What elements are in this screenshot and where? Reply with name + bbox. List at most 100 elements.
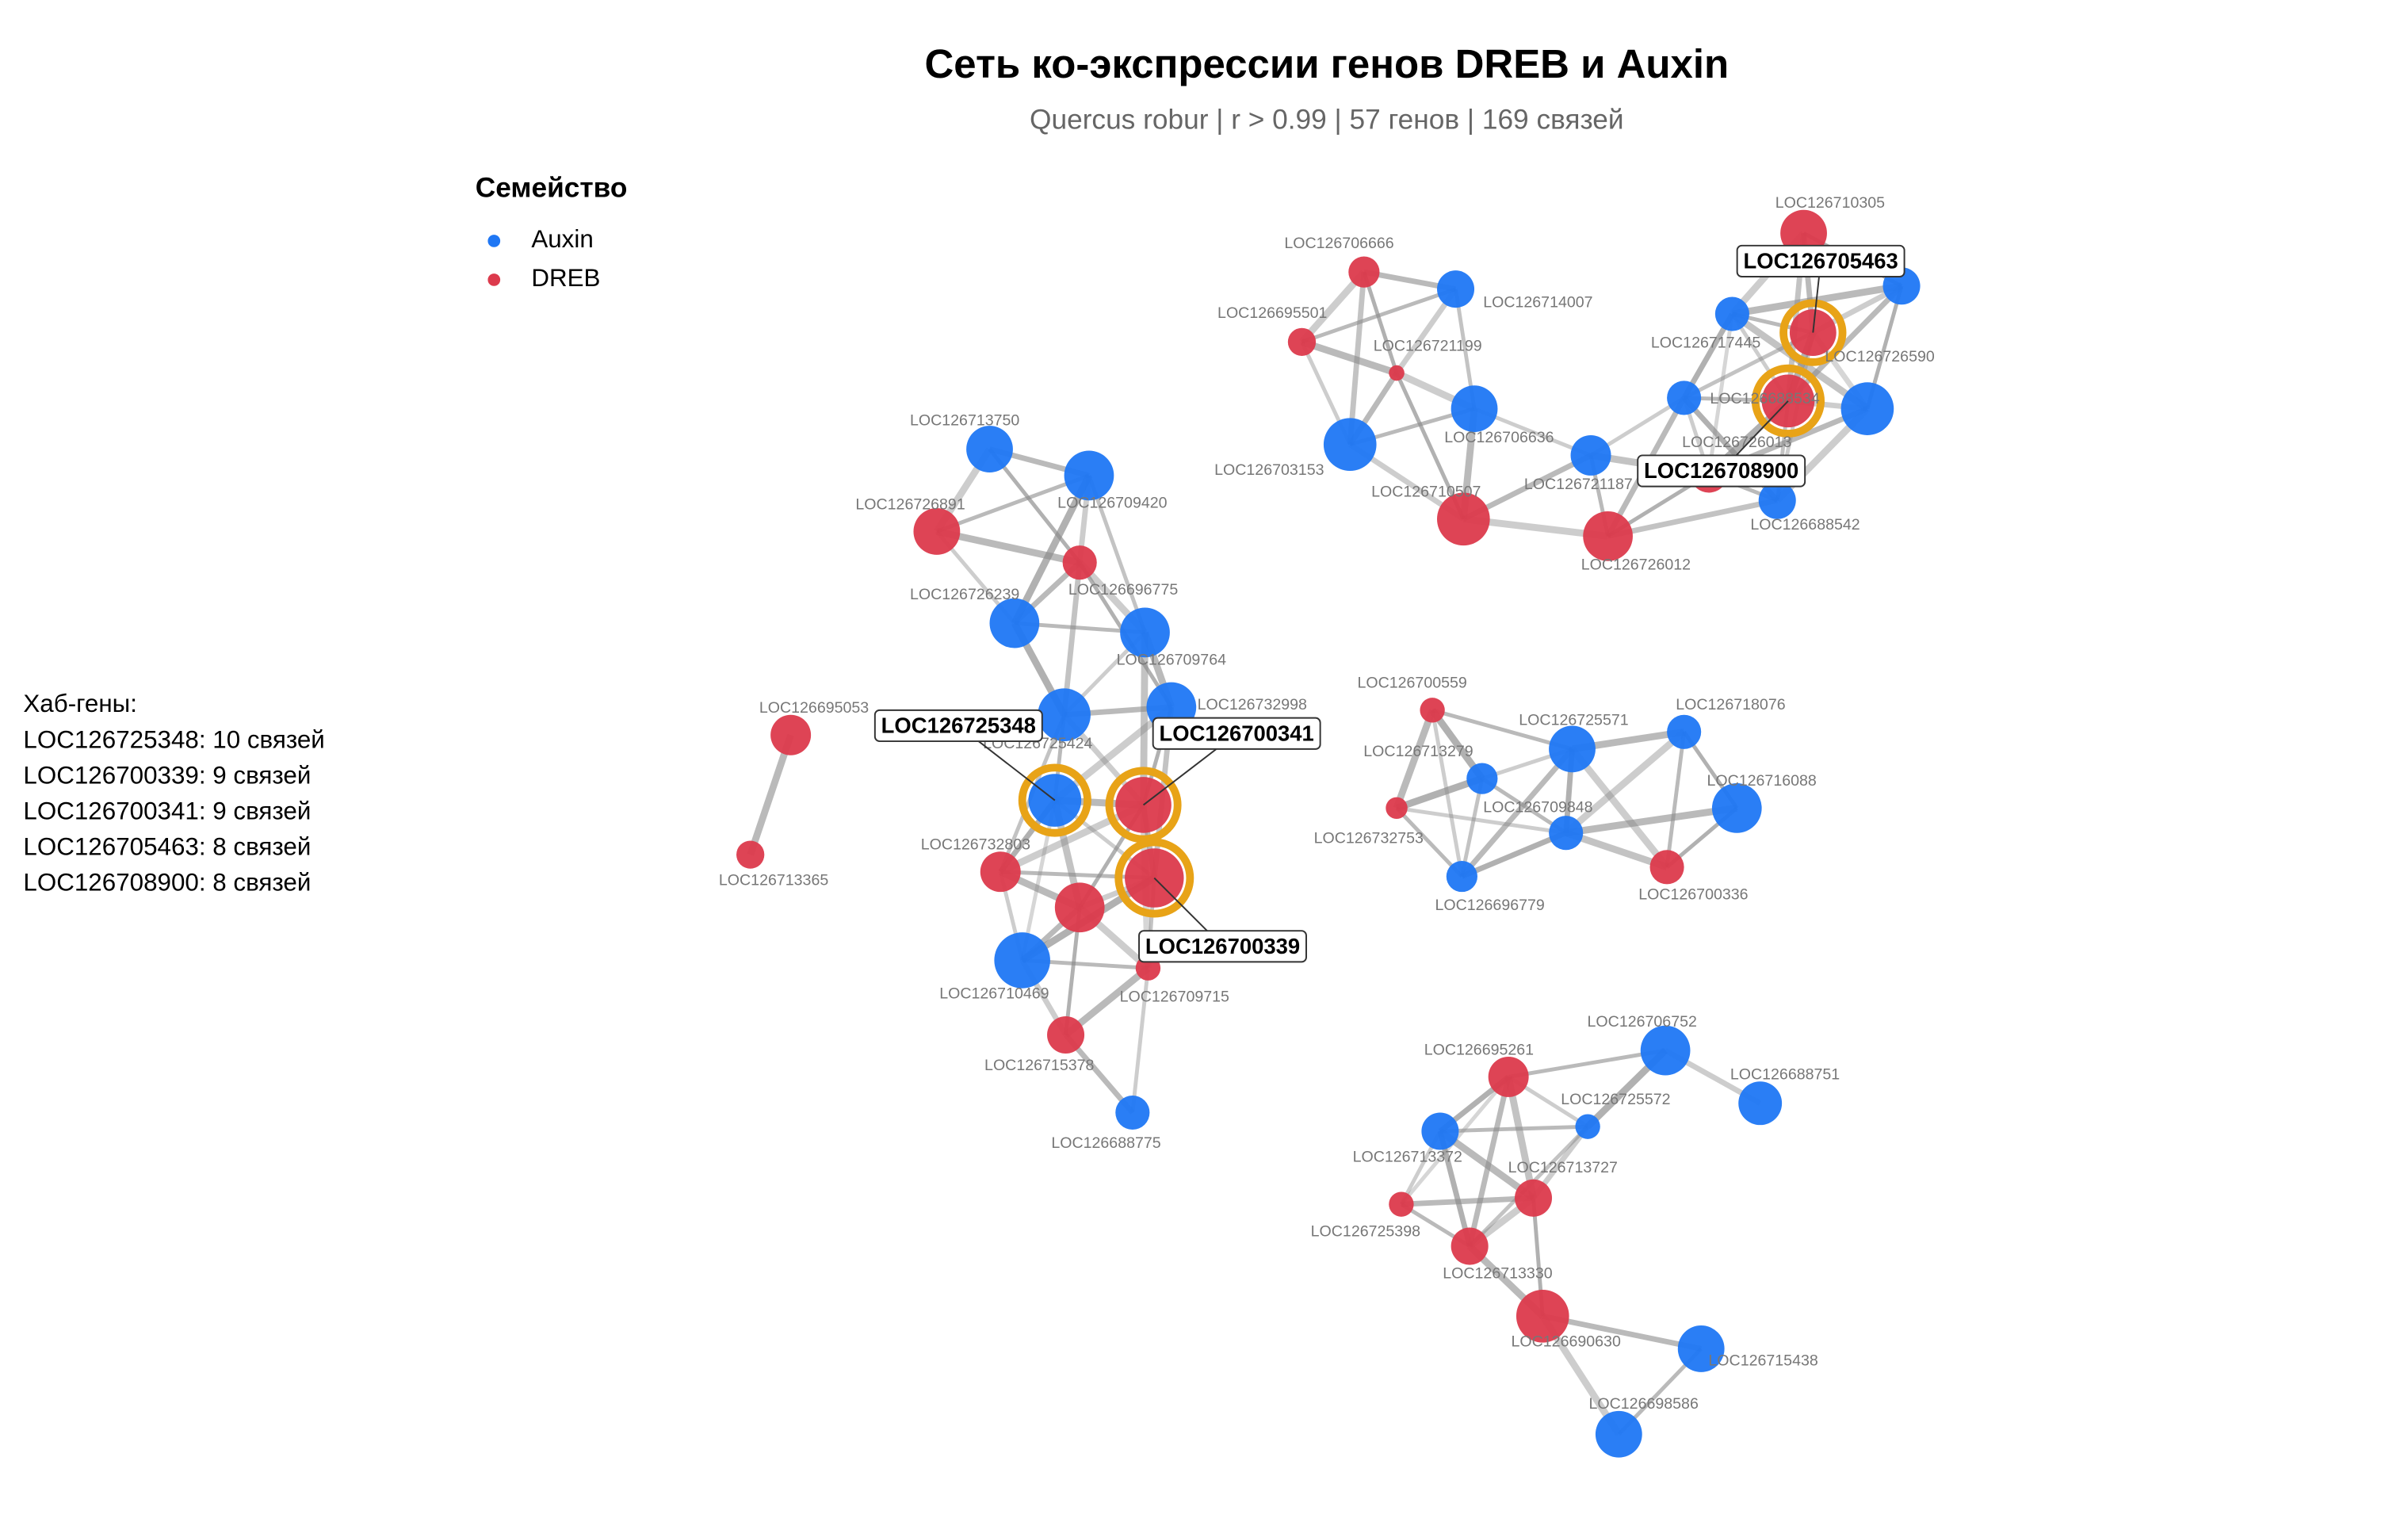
node-label: LOC126688751 [1730, 1066, 1840, 1084]
node-label: LOC126721199 [1374, 337, 1482, 354]
hub-ring [1751, 364, 1825, 438]
node-label: LOC126698586 [1588, 1395, 1698, 1413]
node-label: LOC126706752 [1588, 1013, 1697, 1031]
legend-label: Auxin [531, 225, 593, 253]
edge [1607, 497, 1778, 539]
hubs-title: Хаб-гены: [23, 690, 137, 717]
edge [1011, 473, 1092, 625]
node [1389, 1191, 1414, 1217]
hub-ring [1018, 763, 1091, 837]
node-label: LOC126713750 [910, 411, 1019, 429]
node-label: LOC126706636 [1444, 429, 1554, 446]
node [1348, 256, 1380, 288]
node [1287, 327, 1317, 356]
edge [1665, 731, 1687, 868]
node [1649, 850, 1684, 885]
node [1488, 1056, 1529, 1097]
hub-item: LOC126725348: 10 связей [23, 725, 324, 753]
edge [1439, 1124, 1588, 1134]
node-label: LOC126688775 [1051, 1134, 1160, 1152]
edge [747, 733, 794, 856]
node [1595, 1410, 1642, 1458]
node-label: LOC126713365 [719, 872, 828, 889]
node-label: LOC126732998 [1198, 696, 1307, 713]
edge [935, 528, 1081, 566]
node [770, 714, 812, 755]
edge [1707, 313, 1734, 475]
node [1047, 1015, 1085, 1054]
edge [1301, 287, 1457, 344]
node [966, 426, 1013, 472]
title: Сеть ко-экспрессии генов DREB и Auxin [925, 41, 1730, 86]
node-label: LOC126713330 [1443, 1265, 1552, 1283]
edge [1459, 778, 1485, 878]
node-label: LOC126713727 [1508, 1159, 1618, 1176]
node-label: LOC126726891 [855, 495, 965, 513]
edge [1394, 372, 1466, 520]
edge [1504, 1076, 1537, 1199]
hub-ring [1114, 838, 1194, 918]
hub-item: LOC126700339: 9 связей [23, 761, 311, 789]
hub-label: LOC126705463 [1743, 249, 1898, 273]
hub-label-box [873, 709, 1043, 743]
node [1446, 860, 1477, 893]
node-label: LOC126732803 [921, 836, 1030, 854]
node-label: LOC126726013 [1682, 434, 1791, 451]
node [1323, 418, 1377, 472]
node-label: LOC126725572 [1561, 1091, 1670, 1108]
node-label: LOC126688542 [1750, 516, 1860, 534]
node-label: LOC126725398 [1311, 1223, 1420, 1241]
node [1437, 270, 1475, 308]
edge [988, 448, 1082, 564]
node-label: LOC126721187 [1524, 476, 1633, 493]
node [1421, 1112, 1459, 1150]
node-label: LOC126718076 [1676, 696, 1785, 713]
hub-item: LOC126700341: 9 связей [23, 797, 311, 825]
subtitle: Quercus robur | r > 0.99 | 57 генов | 16… [1030, 104, 1624, 135]
hub-label: LOC126708900 [1644, 458, 1798, 483]
node [1028, 774, 1082, 827]
node [1389, 365, 1405, 381]
node-label: LOC126725571 [1519, 712, 1628, 729]
hub-ring [1779, 299, 1847, 366]
node [1549, 725, 1596, 773]
node [1549, 816, 1584, 851]
node [1570, 434, 1611, 476]
hub-label: LOC126700341 [1160, 721, 1314, 745]
node-label: LOC126710507 [1371, 484, 1481, 501]
node [1062, 545, 1097, 580]
node-label: LOC126709715 [1120, 989, 1229, 1006]
node-label: LOC126710469 [939, 985, 1049, 1003]
node-label: LOC126715438 [1708, 1352, 1817, 1369]
node [1640, 1025, 1691, 1076]
node [736, 840, 765, 869]
node-label: LOC126700559 [1357, 675, 1466, 692]
edge [1563, 729, 1687, 836]
nodes: LOC126706666LOC126714007LOC126695501LOC1… [719, 194, 1935, 1458]
hub-label-box [1736, 244, 1905, 277]
node-label: LOC126716088 [1707, 772, 1816, 790]
edge [1393, 709, 1436, 809]
node [1840, 382, 1894, 435]
node-label: LOC126703153 [1214, 461, 1324, 479]
node-label: LOC126713279 [1363, 743, 1473, 760]
edge [936, 473, 1090, 534]
edge [1565, 804, 1737, 837]
node-label: LOC126696775 [1068, 581, 1178, 599]
hub-ring [1105, 767, 1182, 843]
legend-swatch [487, 273, 501, 286]
node-label: LOC126700336 [1638, 885, 1748, 903]
node-label: LOC126713372 [1353, 1149, 1462, 1166]
edge [1683, 331, 1814, 400]
node [1516, 1289, 1569, 1343]
node-label: LOC126714007 [1483, 294, 1592, 312]
node [980, 851, 1021, 893]
node [1758, 481, 1796, 519]
node [1583, 511, 1633, 561]
edge [1395, 806, 1464, 878]
edge [1431, 708, 1573, 752]
edge [1542, 1313, 1702, 1352]
node-label: LOC126695501 [1217, 304, 1327, 322]
hub-label: LOC126700339 [1145, 934, 1300, 958]
node-label: LOC126726590 [1825, 348, 1934, 365]
